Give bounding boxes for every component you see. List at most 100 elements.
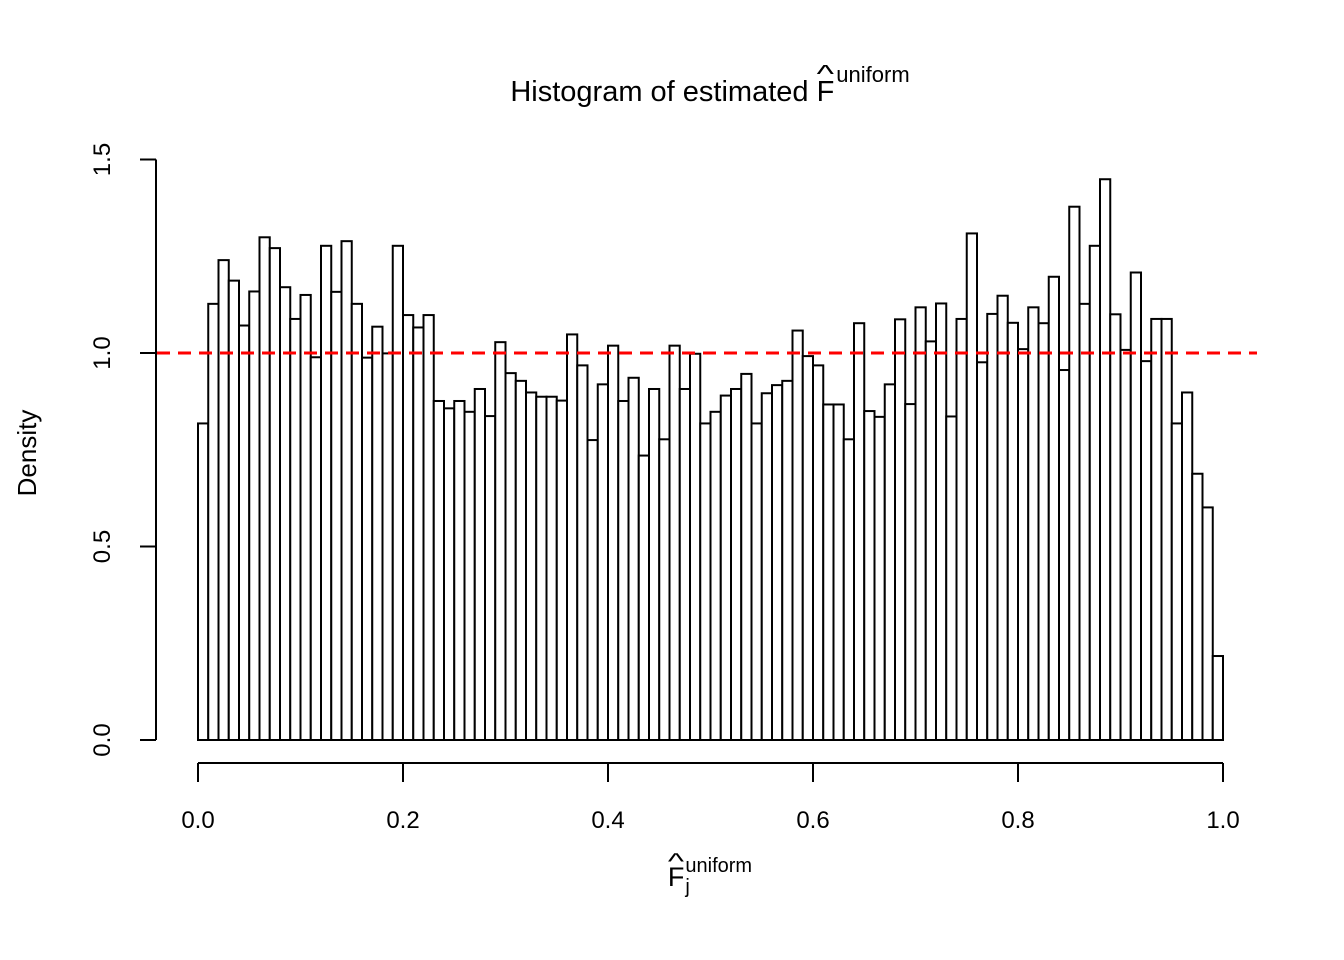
histogram-bar: [197, 422, 210, 741]
histogram-bar: [309, 356, 322, 741]
histogram-bar: [812, 364, 825, 741]
histogram-bar: [350, 302, 363, 741]
histogram-bar: [1201, 506, 1214, 741]
title-superscript: uniform: [836, 62, 910, 88]
histogram-bar: [1088, 244, 1101, 742]
histogram-bar: [576, 364, 589, 741]
histogram-bar: [883, 383, 896, 741]
histogram-bar: [894, 318, 907, 741]
histogram-bar: [996, 294, 1009, 741]
histogram-bar: [976, 361, 989, 741]
histogram-bar: [545, 395, 558, 741]
x-tick-label: 0.2: [386, 807, 419, 834]
histogram-bar: [801, 355, 814, 741]
hat-accent: ^: [668, 847, 685, 874]
xlabel-subscript: j: [685, 876, 690, 898]
histogram-bar: [340, 240, 353, 741]
histogram-bar: [863, 410, 876, 741]
histogram-bar: [1191, 472, 1204, 741]
histogram-bar: [1037, 322, 1050, 741]
histogram-bar: [330, 290, 343, 741]
histogram-bar: [484, 415, 497, 741]
histogram-bar: [514, 379, 527, 741]
histogram-bar: [453, 399, 466, 741]
histogram-bar: [904, 403, 917, 741]
histogram-bar: [873, 415, 886, 741]
histogram-bar: [832, 403, 845, 741]
histogram-bar: [217, 259, 230, 741]
histogram-bar: [494, 341, 507, 741]
histogram-bar: [1211, 655, 1224, 742]
histogram-bar: [617, 399, 630, 741]
histogram-bar: [1181, 391, 1194, 741]
y-tick-label: 1.5: [89, 143, 116, 176]
xlabel-superscript: uniform: [685, 855, 753, 877]
histogram-bar: [258, 236, 271, 741]
histogram-bar: [525, 391, 538, 741]
y-tick-label: 0.0: [89, 723, 116, 756]
histogram-bar: [371, 325, 384, 741]
histogram-bar: [555, 399, 568, 741]
x-tick-label: 0.6: [796, 807, 829, 834]
histogram-bar: [750, 422, 763, 741]
histogram-bar: [1119, 348, 1132, 741]
histogram-bar: [1160, 317, 1173, 741]
histogram-bar: [822, 403, 835, 741]
histogram-bar: [914, 306, 927, 741]
histogram-bar: [853, 322, 866, 741]
y-axis-title: Density: [12, 410, 42, 497]
histogram-bar: [412, 326, 425, 741]
histogram-bar: [1047, 275, 1060, 741]
histogram-bar: [279, 286, 292, 741]
histogram-bar: [289, 317, 302, 741]
histogram-bar: [730, 387, 743, 741]
histogram-bar: [781, 379, 794, 741]
histogram-bar: [1109, 313, 1122, 741]
histogram-bar: [361, 356, 374, 741]
f-hat-symbol: ^ F: [668, 848, 685, 893]
histogram-bar: [586, 439, 599, 741]
histogram-bar: [1027, 306, 1040, 741]
histogram-bar: [1140, 360, 1153, 741]
histogram-bar: [268, 247, 281, 741]
histogram-bar: [1078, 302, 1091, 741]
histogram-bar: [596, 383, 609, 741]
histogram-bar: [320, 244, 333, 742]
histogram-bar: [648, 387, 661, 741]
histogram-bar: [566, 333, 579, 741]
histogram-bar: [299, 293, 312, 741]
histogram-bar: [699, 422, 712, 741]
histogram-bar: [965, 232, 978, 741]
histogram-bar: [1150, 317, 1163, 741]
histogram-bar: [504, 372, 517, 741]
x-tick-label: 1.0: [1206, 807, 1239, 834]
histogram-bar: [1006, 321, 1019, 741]
histogram-bar: [740, 372, 753, 741]
histogram-bar: [709, 410, 722, 741]
histogram-bar: [986, 312, 999, 741]
xlabel-scripts: uniform j: [685, 856, 752, 898]
histogram-bar: [535, 395, 548, 741]
x-tick-label: 0.4: [591, 807, 624, 834]
histogram-bar: [463, 410, 476, 741]
histogram-bar: [627, 376, 640, 741]
chart-title-text: Histogram of estimated: [510, 76, 817, 108]
histogram-bar: [945, 415, 958, 741]
histogram-bar: [422, 314, 435, 741]
y-tick-label: 1.0: [89, 336, 116, 369]
histogram-bar: [402, 314, 415, 741]
histogram-bar: [719, 394, 732, 741]
histogram-bar: [381, 352, 394, 741]
histogram-bar: [1017, 348, 1030, 741]
histogram-bar: [607, 344, 620, 741]
histogram-bar: [668, 344, 681, 741]
histogram-bar: [238, 324, 251, 741]
histogram-bar: [760, 392, 773, 741]
histogram-bar: [207, 302, 220, 741]
histogram-bar: [391, 244, 404, 742]
histogram-bar: [1129, 271, 1142, 741]
x-tick-label: 0.8: [1001, 807, 1034, 834]
histogram-bar: [1170, 422, 1183, 741]
